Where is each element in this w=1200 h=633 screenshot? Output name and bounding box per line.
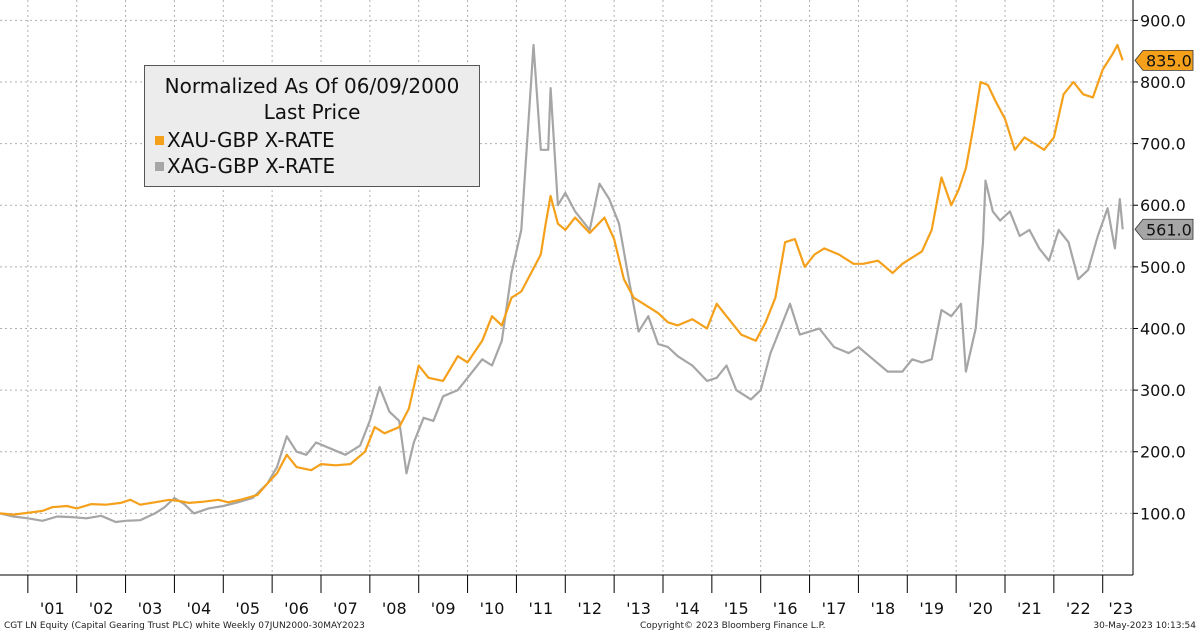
- legend-title: Normalized As Of 06/09/2000: [164, 74, 460, 98]
- x-tick-label: '10: [480, 599, 505, 618]
- last-price-labels: 835.0 561.0: [1134, 49, 1194, 240]
- x-tick-label: '15: [724, 599, 749, 618]
- y-tick-label: 300.0: [1140, 381, 1186, 400]
- legend: Normalized As Of 06/09/2000 Last Price X…: [144, 65, 480, 187]
- footer-source: CGT LN Equity (Capital Gearing Trust PLC…: [4, 621, 365, 631]
- footer-timestamp: 30-May-2023 10:13:54: [1093, 621, 1196, 631]
- y-axis-ticks: 100.0 200.0 300.0 400.0 500.0 600.0 700.0 800.0…: [1133, 11, 1186, 523]
- legend-label-silver: XAG-GBP X-RATE: [167, 154, 336, 178]
- x-tick-label: '01: [40, 599, 65, 618]
- x-tick-label: '17: [822, 599, 847, 618]
- last-price-tag-label: 835.0: [1146, 51, 1192, 70]
- x-tick-label: '21: [1017, 599, 1042, 618]
- x-tick-label: '05: [235, 599, 260, 618]
- last-price-tag-silver: 561.0: [1134, 218, 1194, 240]
- x-tick-label: '13: [626, 599, 651, 618]
- y-tick-label: 900.0: [1140, 11, 1186, 30]
- x-tick-label: '19: [919, 599, 944, 618]
- y-tick-label: 800.0: [1140, 73, 1186, 92]
- last-price-tag-gold: 835.0: [1134, 49, 1194, 71]
- x-tick-label: '22: [1066, 599, 1091, 618]
- y-tick-label: 100.0: [1140, 504, 1186, 523]
- x-tick-label: '08: [382, 599, 407, 618]
- y-tick-label: 500.0: [1140, 258, 1186, 277]
- x-axis-ticks: '01 '02 '03 '04 '05 '06 '07 '08 '09 '10 '11 '12 '13 '…: [27, 575, 1133, 618]
- series-layer: [0, 43, 1124, 524]
- y-tick-label: 400.0: [1140, 319, 1186, 338]
- y-tick-label: 200.0: [1140, 443, 1186, 462]
- x-tick-label: '16: [773, 599, 798, 618]
- legend-item-gold: XAU-GBP X-RATE: [155, 128, 335, 152]
- legend-swatch-silver: [155, 161, 164, 171]
- x-tick-label: '23: [1108, 599, 1133, 618]
- y-tick-label: 700.0: [1140, 135, 1186, 154]
- x-tick-label: '03: [138, 599, 163, 618]
- legend-swatch-gold: [155, 135, 164, 145]
- x-tick-label: '02: [89, 599, 114, 618]
- x-tick-label: '06: [284, 599, 309, 618]
- legend-subtitle: Last Price: [263, 100, 361, 124]
- x-tick-label: '18: [870, 599, 895, 618]
- x-tick-label: '07: [333, 599, 358, 618]
- last-price-tag-box: [1134, 218, 1194, 240]
- x-tick-label: '11: [528, 599, 553, 618]
- x-tick-label: '09: [431, 599, 456, 618]
- x-tick-label: '04: [186, 599, 211, 618]
- y-tick-label: 600.0: [1140, 196, 1186, 215]
- series-line-silver: [0, 43, 1124, 524]
- last-price-tag-label: 561.0: [1146, 220, 1192, 239]
- last-price-tag-box: [1134, 49, 1194, 71]
- legend-label-gold: XAU-GBP X-RATE: [167, 128, 335, 152]
- x-tick-label: '20: [968, 599, 993, 618]
- legend-item-silver: XAG-GBP X-RATE: [155, 154, 335, 178]
- footer-copyright: Copyright© 2023 Bloomberg Finance L.P.: [640, 621, 826, 631]
- series-line-gold: [0, 43, 1124, 516]
- x-tick-label: '12: [577, 599, 602, 618]
- x-tick-label: '14: [675, 599, 700, 618]
